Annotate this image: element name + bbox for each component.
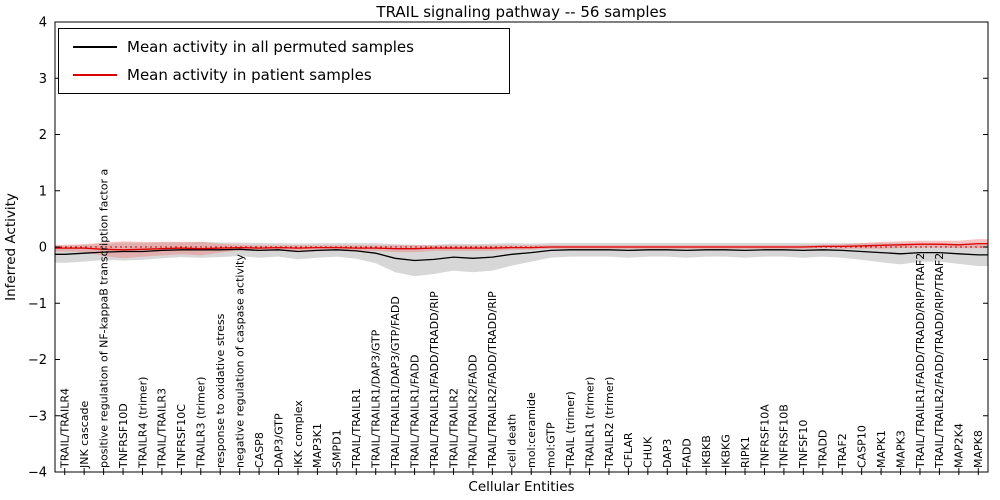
- x-tick-label: mol:GTP: [544, 422, 557, 468]
- mean-line-patient: [55, 242, 988, 251]
- y-tick-label: −4: [28, 466, 47, 481]
- legend: Mean activity in all permuted samples Me…: [58, 28, 510, 94]
- x-tick-label: mol:ceramide: [525, 392, 538, 468]
- x-tick-label: TRAIL/TRAILR2: [447, 388, 460, 469]
- y-tick-label: 3: [39, 72, 47, 87]
- chart-title: TRAIL signaling pathway -- 56 samples: [376, 3, 667, 21]
- x-tick-label: SMPD1: [331, 429, 344, 468]
- legend-swatch-patient: [73, 74, 117, 76]
- x-tick-label: IKBKG: [719, 434, 732, 468]
- x-tick-label: TRAF2: [836, 433, 849, 469]
- x-tick-label: negative regulation of caspase activity: [233, 254, 246, 468]
- confidence-band-patient: [55, 239, 988, 259]
- x-tick-label: MAPK1: [875, 430, 888, 468]
- x-tick-label: CHUK: [642, 436, 655, 468]
- x-tick-label: TNFRSF10C: [175, 404, 188, 469]
- legend-item-patient: Mean activity in patient samples: [59, 66, 509, 84]
- y-tick-label: 4: [39, 16, 47, 31]
- x-tick-label: TRAIL/TRAILR2/FADD: [467, 355, 480, 469]
- x-tick-label: TNFRSF10D: [117, 403, 130, 469]
- mean-line-permuted: [55, 248, 988, 262]
- x-tick-label: TRAIL/TRAILR3: [156, 388, 169, 469]
- x-tick-label: positive regulation of NF-kappaB transcr…: [97, 169, 110, 468]
- x-tick-label: MAPK3: [894, 430, 907, 468]
- x-tick-label: response to oxidative stress: [214, 313, 227, 468]
- x-tick-label: TRAIL/TRAILR1/FADD/TRADD/RIP/TRAF2: [914, 253, 927, 469]
- y-tick-label: 2: [39, 128, 47, 143]
- x-tick-label: TRAILR3 (trimer): [195, 377, 208, 469]
- y-tick-label: −2: [28, 353, 47, 368]
- y-tick-label: 0: [39, 241, 47, 256]
- x-tick-label: TRAIL/TRAILR1/FADD/TRADD/RIP: [428, 291, 441, 469]
- x-tick-label: IKK complex: [292, 400, 305, 468]
- x-tick-label: TRAIL/TRAILR1: [350, 388, 363, 469]
- x-tick-label: JNK cascade: [78, 401, 91, 469]
- x-tick-label: TRAIL/TRAILR1/DAP3/GTP: [370, 329, 383, 469]
- y-tick-label: 1: [39, 184, 47, 199]
- x-tick-label: RIPK1: [739, 436, 752, 468]
- x-tick-label: TRADD: [817, 430, 830, 469]
- y-tick-label: −3: [28, 409, 47, 424]
- x-tick-label: TRAILR1 (trimer): [583, 377, 596, 469]
- legend-label-patient: Mean activity in patient samples: [127, 66, 372, 84]
- x-tick-label: cell death: [506, 414, 519, 468]
- y-tick-label: −1: [28, 297, 47, 312]
- x-tick-label: MAP3K1: [311, 423, 324, 468]
- legend-item-permuted: Mean activity in all permuted samples: [59, 38, 509, 56]
- x-tick-label: TRAIL/TRAILR2/FADD/TRADD/RIP: [486, 291, 499, 469]
- x-tick-label: DAP3: [661, 439, 674, 468]
- x-tick-label: TRAILR4 (trimer): [136, 377, 149, 469]
- x-tick-label: TRAIL/TRAILR1/DAP3/GTP/FADD: [389, 296, 402, 469]
- x-tick-label: DAP3/GTP: [272, 413, 285, 468]
- x-tick-label: TRAIL/TRAILR1/FADD: [408, 355, 421, 469]
- x-tick-label: TRAIL (trimer): [564, 391, 577, 469]
- x-tick-label: CFLAR: [622, 432, 635, 468]
- x-tick-label: CASP10: [855, 425, 868, 468]
- x-tick-label: TRAILR2 (trimer): [603, 377, 616, 469]
- legend-label-permuted: Mean activity in all permuted samples: [127, 38, 414, 56]
- x-axis-label: Cellular Entities: [468, 479, 575, 495]
- x-tick-label: TNFSF10: [797, 420, 810, 469]
- x-tick-label: CASP8: [253, 432, 266, 468]
- x-tick-label: TRAIL/TRAILR2/FADD/TRADD/RIP/TRAF2: [933, 253, 946, 469]
- x-tick-label: TRAIL/TRAILR4: [59, 388, 72, 469]
- x-tick-label: IKBKB: [700, 435, 713, 468]
- x-tick-label: TNFRSF10A: [758, 404, 771, 469]
- y-axis-label: Inferred Activity: [3, 193, 19, 301]
- x-tick-label: MAPK8: [972, 430, 985, 468]
- x-tick-label: MAP2K4: [953, 423, 966, 468]
- x-tick-label: FADD: [681, 438, 694, 468]
- x-tick-label: TNFRSF10B: [778, 404, 791, 469]
- legend-swatch-permuted: [73, 46, 117, 48]
